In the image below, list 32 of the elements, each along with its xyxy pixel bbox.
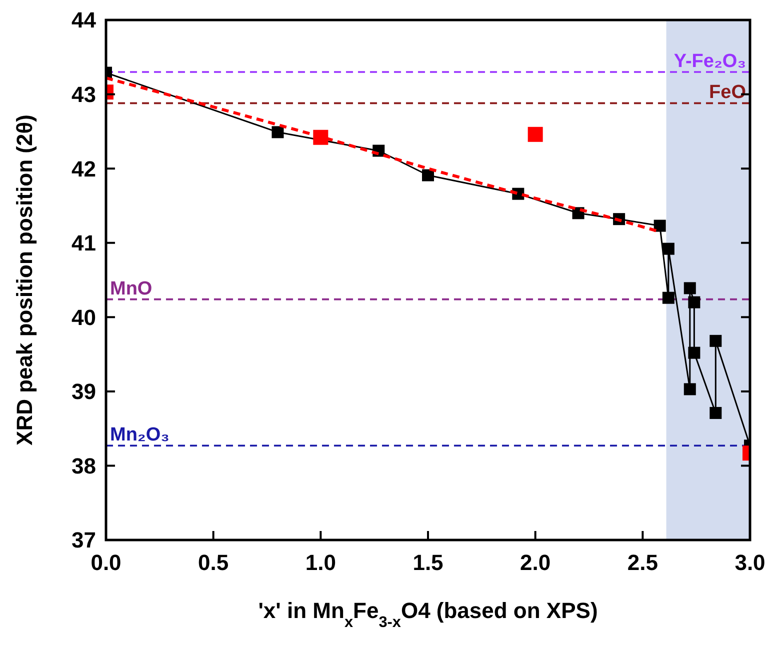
x-axis-title: 'x' in Mn$_{x}$Fe$_{3-x}$O4 (based on XPS) (258, 598, 598, 630)
x-tick-label: 3.0 (734, 550, 766, 575)
point (684, 282, 696, 294)
x-tick-label: 1.5 (412, 550, 444, 575)
y-tick-label: 40 (72, 304, 96, 330)
y-tick-label: 39 (72, 379, 96, 404)
ref-line-label: Y-Fe₂O₃ (674, 51, 746, 72)
point (422, 169, 434, 182)
y-tick-label: 41 (72, 230, 96, 256)
x-tick-label: 2.5 (627, 550, 658, 575)
x-tick-label: 0.5 (198, 550, 229, 575)
ref-line-label: MnO (110, 278, 152, 300)
point (662, 292, 674, 304)
point (710, 406, 722, 419)
x-tick-label: 2.0 (520, 550, 551, 575)
x-tick-label: 1.0 (305, 550, 336, 575)
ref-line-label: FeO (709, 82, 746, 104)
y-tick-label: 42 (72, 156, 96, 182)
point (710, 334, 722, 347)
point (688, 346, 700, 359)
y-tick-label: 43 (72, 82, 96, 107)
point (688, 296, 700, 308)
y-tick-label: 44 (72, 8, 97, 33)
ref-line-label: Mn₂O₃ (110, 424, 170, 446)
point (654, 220, 666, 232)
y-tick-label: 37 (72, 528, 96, 553)
point (684, 383, 696, 396)
point (662, 242, 674, 255)
y-axis-title: XRD peak position position (2θ) (12, 114, 37, 446)
point (272, 126, 284, 138)
y-tick-label: 38 (72, 453, 96, 478)
x-tick-label: 0.0 (90, 550, 122, 575)
